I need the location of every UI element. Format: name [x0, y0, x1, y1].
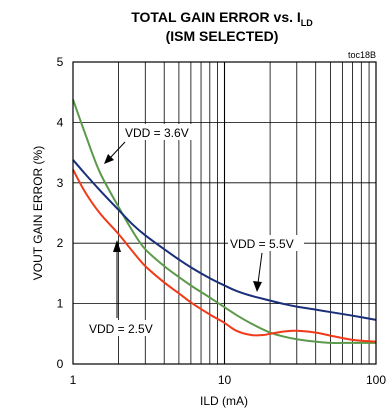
- arrowhead-2v5: [113, 240, 121, 252]
- x-tick-label: 10: [218, 373, 232, 387]
- y-tick-label: 3: [57, 176, 64, 190]
- y-tick-label: 5: [57, 55, 64, 69]
- series-line-0: [72, 99, 376, 344]
- y-axis-label: VOUT GAIN ERROR (%): [31, 146, 45, 280]
- arrow-line-5v5: [257, 252, 263, 284]
- x-tick-label: 1: [70, 373, 77, 387]
- chart-title-line1: TOTAL GAIN ERROR vs. ILD: [131, 9, 313, 28]
- annotation-layer: VDD = 3.6V VDD = 5.5V VDD = 2.5V: [87, 124, 304, 336]
- arrowhead-3v6: [104, 154, 114, 164]
- plot-border: [72, 61, 377, 365]
- grid: [73, 62, 376, 364]
- annotation-3v6: VDD = 3.6V: [125, 126, 189, 140]
- series-line-1: [72, 159, 377, 321]
- label-box-2v5: [87, 320, 163, 336]
- arrowhead-5v5: [253, 281, 262, 292]
- annotation-5v5: VDD = 5.5V: [230, 237, 294, 251]
- x-tick-label: 100: [366, 373, 386, 387]
- x-axis-label: ILD (mA): [200, 394, 248, 408]
- y-tick-label: 1: [57, 297, 64, 311]
- ref-code: toc18B: [348, 50, 376, 60]
- label-box-5v5: [228, 235, 304, 251]
- y-tick-label: 4: [57, 115, 64, 129]
- label-box-3v6: [123, 124, 197, 140]
- y-tick-label: 0: [57, 357, 64, 371]
- series-line-2: [72, 169, 377, 343]
- arrow-line-3v6: [109, 141, 126, 159]
- annotation-2v5: VDD = 2.5V: [89, 322, 153, 336]
- title-subscript: LD: [301, 18, 313, 28]
- chart-title-line2: (ISM SELECTED): [166, 28, 279, 44]
- series-layer: [72, 99, 377, 344]
- y-tick-label: 2: [57, 236, 64, 250]
